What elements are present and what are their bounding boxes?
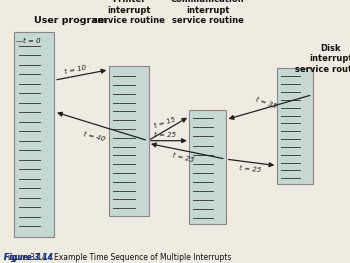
Text: Figure 3.14: Figure 3.14 bbox=[4, 253, 52, 262]
Text: Communication
interrupt
service routine: Communication interrupt service routine bbox=[171, 0, 244, 25]
Bar bbox=[189, 110, 226, 224]
Text: t = 40: t = 40 bbox=[83, 131, 106, 142]
Text: t = 25: t = 25 bbox=[239, 165, 261, 173]
Text: Figure 3.14: Figure 3.14 bbox=[4, 253, 52, 262]
Text: t = 25: t = 25 bbox=[154, 132, 176, 138]
Text: t = 25: t = 25 bbox=[172, 152, 195, 163]
Text: Figure 3.14   Example Time Sequence of Multiple Interrupts: Figure 3.14 Example Time Sequence of Mul… bbox=[4, 253, 231, 262]
Text: Printer
interrupt
service routine: Printer interrupt service routine bbox=[93, 0, 165, 25]
Text: t = 35: t = 35 bbox=[254, 96, 278, 109]
Text: t = 10: t = 10 bbox=[64, 64, 87, 75]
Bar bbox=[108, 66, 149, 216]
Bar bbox=[14, 32, 54, 237]
Text: User program: User program bbox=[34, 16, 107, 25]
Text: t = 15: t = 15 bbox=[154, 116, 177, 129]
Text: Disk
interrupt
service routine: Disk interrupt service routine bbox=[295, 44, 350, 74]
Text: —t = 0: —t = 0 bbox=[16, 38, 41, 44]
Bar bbox=[276, 68, 313, 184]
